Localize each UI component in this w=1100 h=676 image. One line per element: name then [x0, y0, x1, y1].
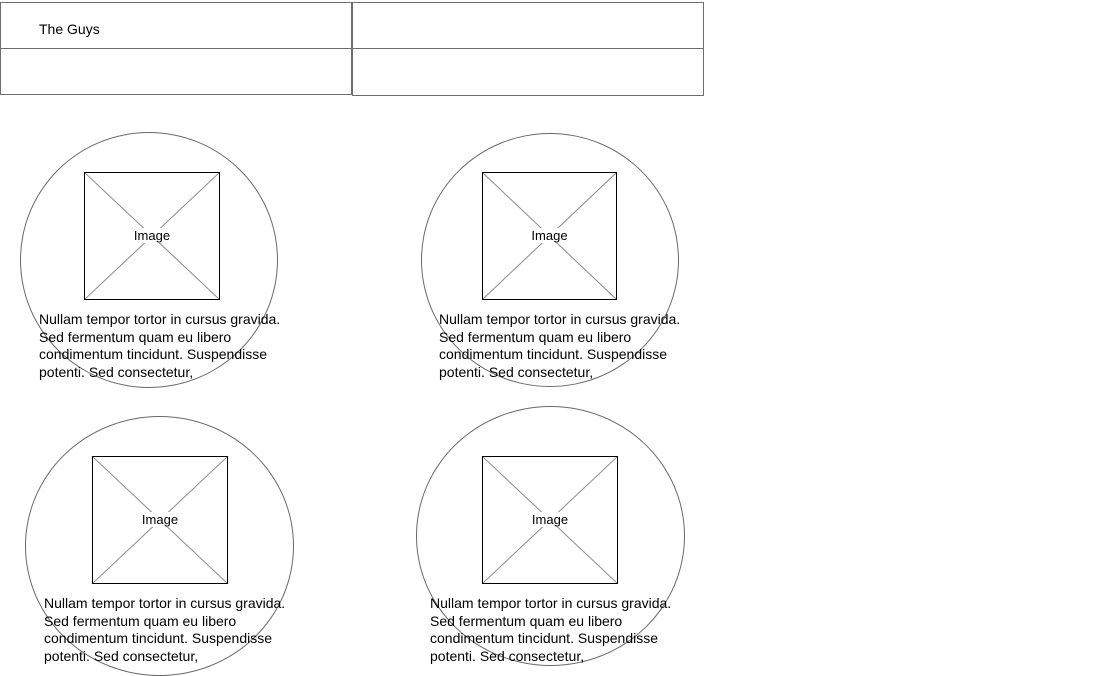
card-text: Nullam tempor tortor in cursus gravida. … — [439, 311, 681, 380]
header-cell-title: The Guys — [0, 2, 352, 49]
image-label: Image — [528, 512, 572, 527]
card-text: Nullam tempor tortor in cursus gravida. … — [430, 595, 672, 664]
header-cell-empty — [352, 2, 704, 49]
card-circle — [416, 406, 685, 666]
page-title: The Guys — [39, 21, 100, 37]
image-placeholder: Image — [482, 456, 618, 584]
image-label: Image — [138, 512, 182, 527]
header-cell-empty — [0, 48, 352, 95]
image-label: Image — [130, 228, 174, 243]
image-label: Image — [528, 228, 571, 243]
image-placeholder: Image — [84, 172, 220, 300]
card-text: Nullam tempor tortor in cursus gravida. … — [39, 311, 281, 380]
card-circle — [20, 132, 278, 388]
header-cell-empty — [352, 48, 704, 96]
card-circle — [421, 133, 679, 387]
card-text: Nullam tempor tortor in cursus gravida. … — [44, 595, 286, 664]
image-placeholder: Image — [482, 172, 617, 300]
image-placeholder: Image — [92, 456, 228, 584]
